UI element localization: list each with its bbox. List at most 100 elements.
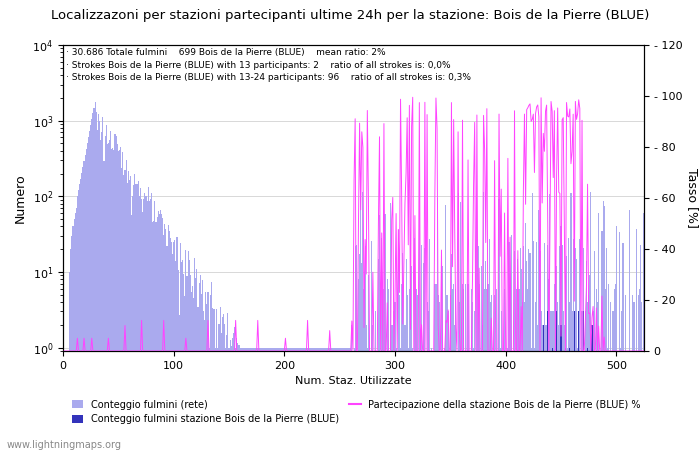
Bar <box>510 235 512 450</box>
Bar <box>474 311 475 450</box>
Bar <box>327 347 328 450</box>
Bar <box>384 214 386 450</box>
Bar <box>424 248 426 450</box>
Bar <box>264 347 265 450</box>
Bar <box>169 231 170 450</box>
Bar <box>573 239 574 450</box>
Bar <box>598 213 599 450</box>
Text: Localizzazoni per stazioni partecipanti ultime 24h per la stazione: Bois de la P: Localizzazoni per stazioni partecipanti … <box>51 9 649 22</box>
Bar <box>209 295 211 450</box>
Bar <box>358 279 359 450</box>
Bar <box>524 302 525 450</box>
Bar <box>556 266 557 450</box>
Bar <box>565 347 566 450</box>
Bar <box>171 243 172 450</box>
Bar <box>312 347 313 450</box>
Bar <box>256 347 257 450</box>
Bar <box>634 302 635 450</box>
Bar <box>614 289 615 450</box>
Y-axis label: Numero: Numero <box>14 173 27 223</box>
Bar <box>555 302 556 450</box>
Bar <box>421 244 422 450</box>
Bar <box>160 210 161 450</box>
Bar <box>399 295 400 450</box>
Bar <box>452 289 453 450</box>
Bar <box>574 311 575 450</box>
Bar <box>70 249 71 450</box>
Bar <box>565 347 566 450</box>
Bar <box>526 261 527 450</box>
Bar <box>212 307 213 450</box>
Bar <box>386 279 388 450</box>
Bar <box>378 259 379 450</box>
Legend: Conteggio fulmini (rete), Conteggio fulmini stazione Bois de la Pierre (BLUE), P: Conteggio fulmini (rete), Conteggio fulm… <box>68 396 645 428</box>
Bar <box>587 347 588 450</box>
Bar <box>575 248 576 450</box>
Bar <box>116 136 117 450</box>
Bar <box>207 292 209 450</box>
Bar <box>72 226 74 450</box>
Bar <box>476 198 477 450</box>
Bar <box>178 315 180 450</box>
Bar <box>442 266 443 450</box>
Bar <box>193 298 194 450</box>
Bar <box>393 311 394 450</box>
Bar <box>294 347 295 450</box>
Bar <box>535 302 536 450</box>
Bar <box>348 347 349 450</box>
Bar <box>111 148 112 450</box>
Bar <box>204 320 205 450</box>
Bar <box>96 112 97 450</box>
Bar <box>162 218 163 450</box>
Bar <box>643 212 645 450</box>
Bar <box>306 347 307 450</box>
Bar <box>191 292 192 450</box>
Bar <box>563 311 564 450</box>
Bar <box>636 229 637 450</box>
Bar <box>330 347 331 450</box>
Bar <box>494 295 495 450</box>
Bar <box>339 347 340 450</box>
Bar <box>601 231 603 450</box>
Bar <box>125 160 127 450</box>
Bar <box>557 302 558 450</box>
Bar <box>597 302 598 450</box>
Bar <box>197 307 199 450</box>
Bar <box>170 238 171 450</box>
Bar <box>639 289 640 450</box>
Bar <box>304 347 306 450</box>
Bar <box>402 252 403 450</box>
Bar <box>403 284 405 450</box>
Bar <box>521 269 522 450</box>
Bar <box>332 347 334 450</box>
Bar <box>236 338 237 450</box>
Bar <box>183 274 184 450</box>
Bar <box>568 238 569 450</box>
Bar <box>108 144 109 450</box>
Bar <box>287 347 288 450</box>
Bar <box>257 347 258 450</box>
Bar <box>244 347 245 450</box>
Bar <box>359 254 360 450</box>
Bar <box>180 243 181 450</box>
Bar <box>154 201 155 450</box>
Bar <box>534 347 535 450</box>
Bar <box>445 205 447 450</box>
Bar <box>603 206 605 450</box>
Bar <box>266 347 267 450</box>
Bar <box>267 347 268 450</box>
Bar <box>140 188 141 450</box>
Bar <box>119 150 120 450</box>
Bar <box>342 347 344 450</box>
Bar <box>606 248 607 450</box>
Bar <box>455 289 456 450</box>
Bar <box>542 325 543 450</box>
Bar <box>310 347 312 450</box>
Bar <box>491 295 492 450</box>
Bar <box>532 193 533 450</box>
Bar <box>308 347 309 450</box>
Bar <box>388 289 389 450</box>
Bar <box>411 266 412 450</box>
Bar <box>131 215 132 450</box>
Bar <box>463 289 464 450</box>
